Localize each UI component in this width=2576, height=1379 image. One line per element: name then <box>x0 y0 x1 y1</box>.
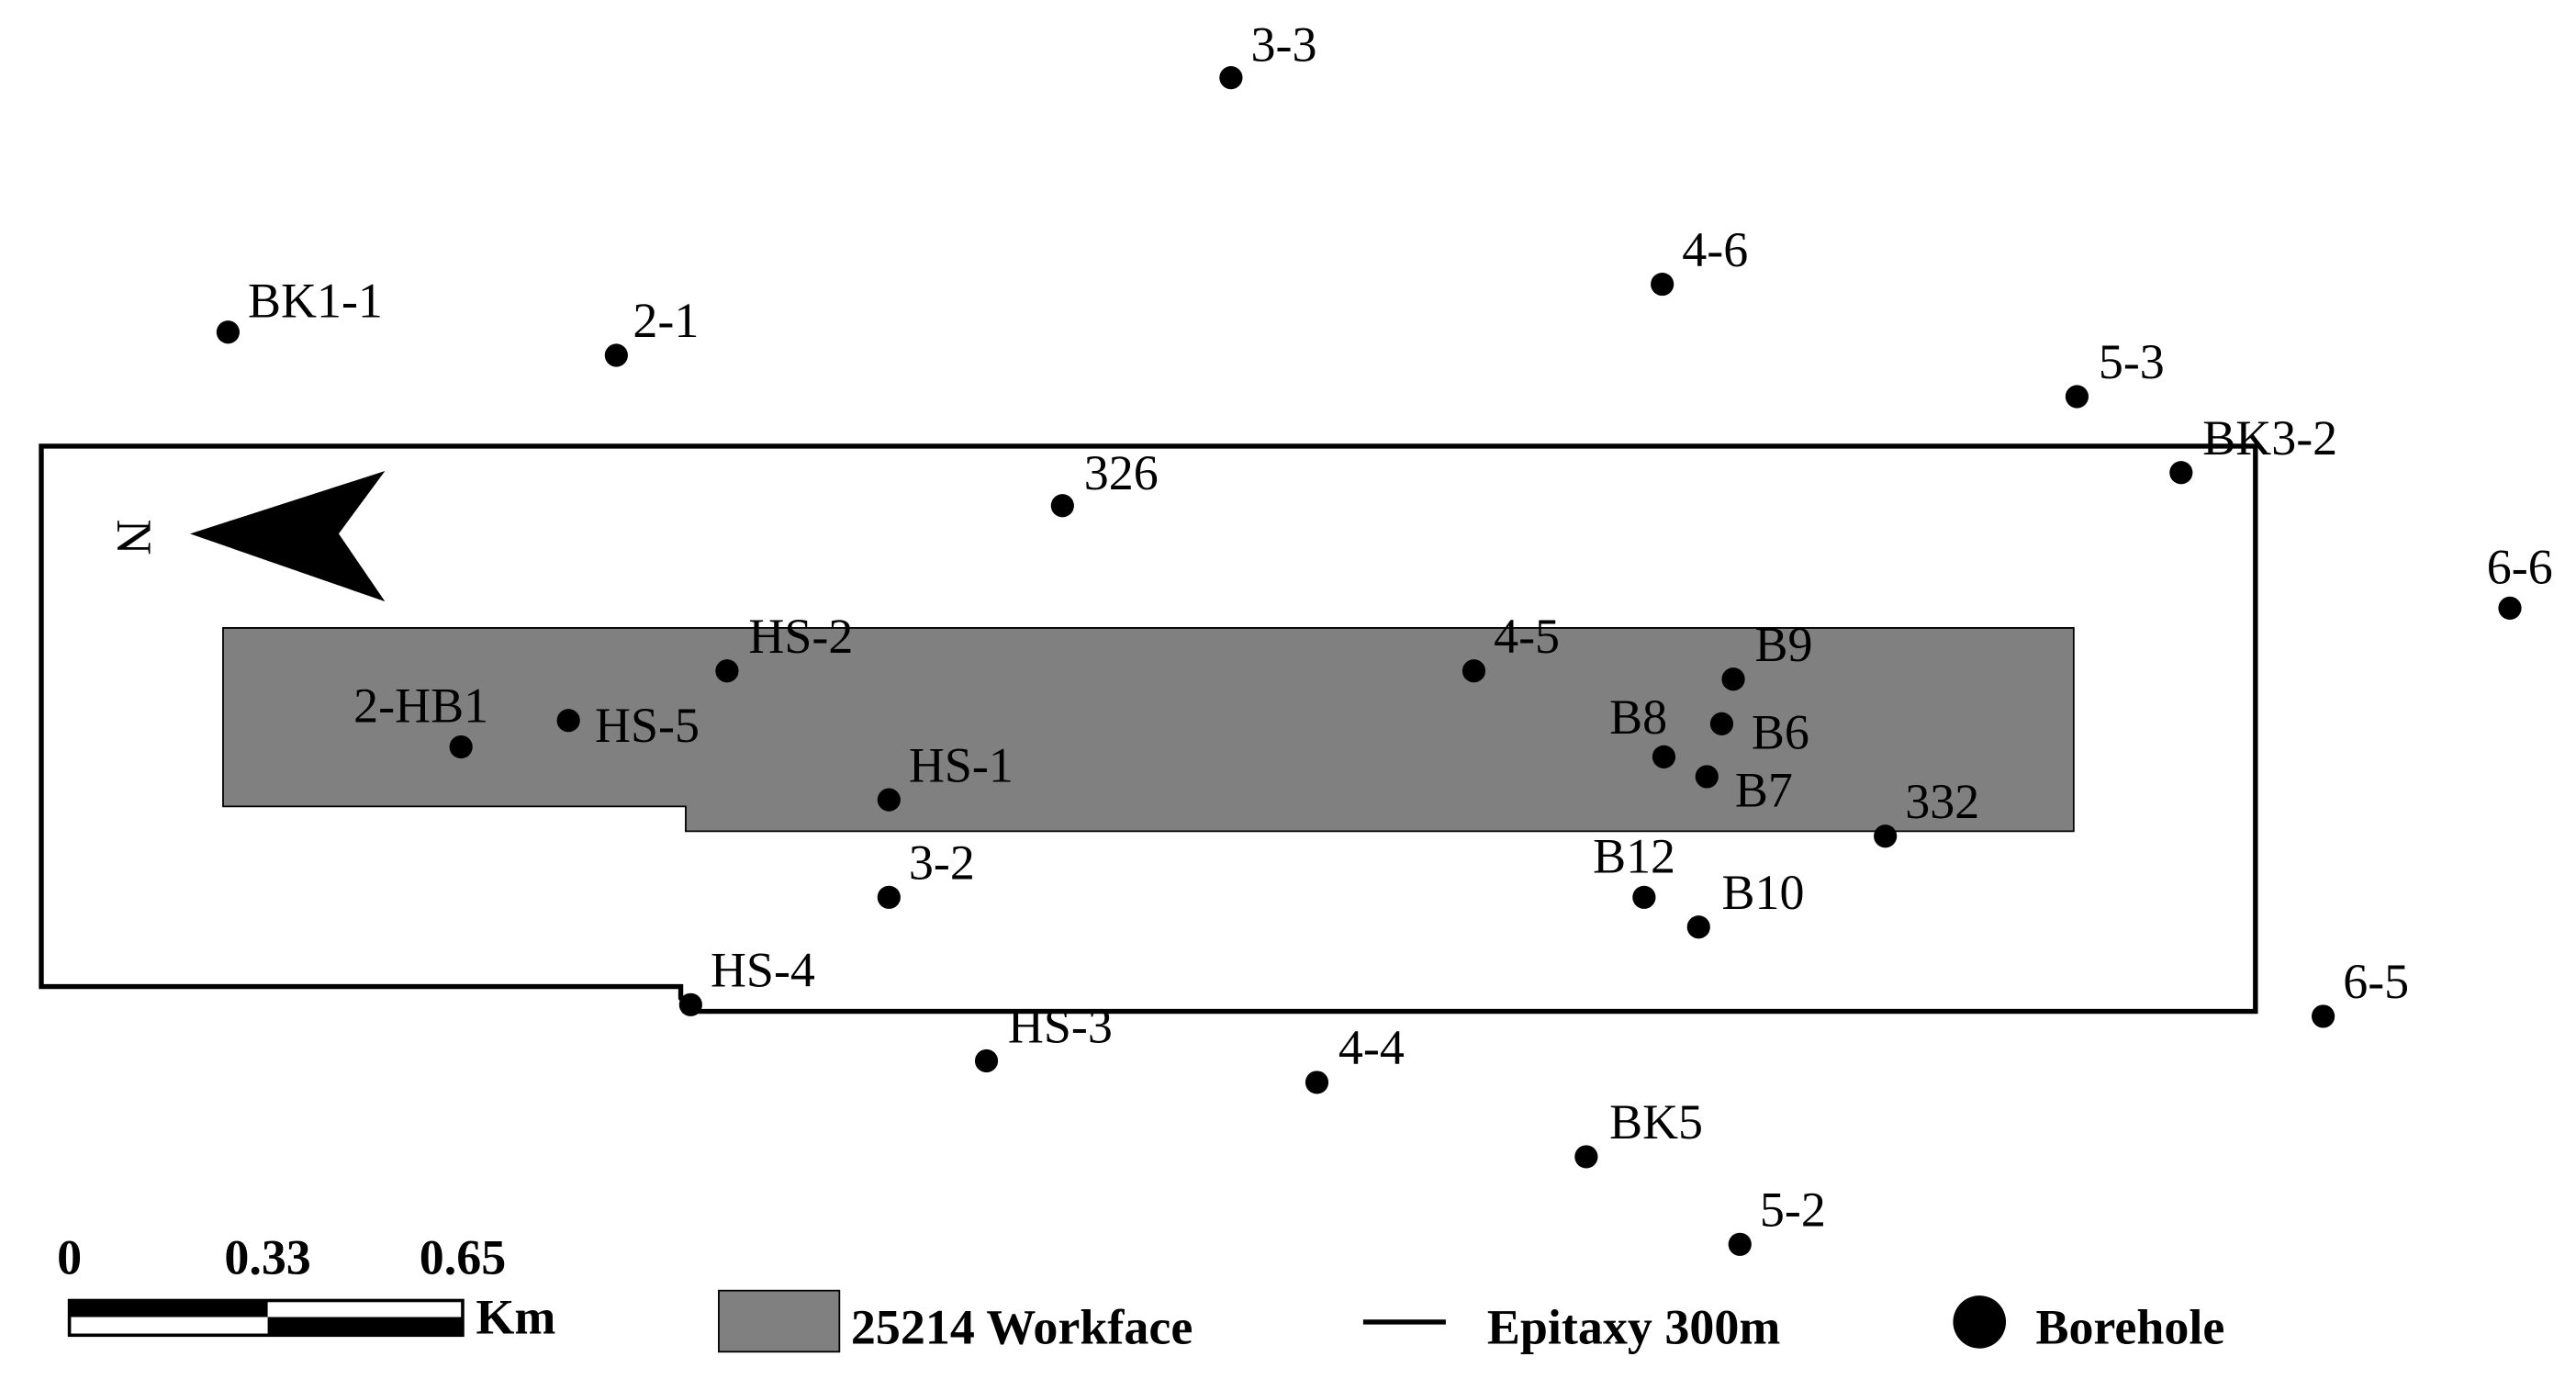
borehole <box>1651 272 1674 297</box>
borehole <box>1686 915 1710 939</box>
borehole <box>1709 712 1734 735</box>
north-label: N <box>106 519 162 555</box>
legend-label: Epitaxy 300m <box>1487 1299 1780 1354</box>
borehole <box>1050 494 1074 518</box>
borehole-label: BK5 <box>1609 1094 1703 1149</box>
scale-segment <box>267 1317 463 1336</box>
borehole <box>1632 885 1656 909</box>
borehole-label: B8 <box>1609 690 1667 745</box>
borehole-label: B7 <box>1735 762 1793 817</box>
borehole-label: 5-3 <box>2099 334 2165 389</box>
legend-label: Borehole <box>2035 1299 2224 1354</box>
borehole <box>1305 1071 1329 1094</box>
borehole <box>1574 1145 1598 1169</box>
borehole-label: BK3-2 <box>2202 410 2337 465</box>
borehole <box>715 659 739 683</box>
borehole-label: BK1-1 <box>248 274 383 329</box>
borehole <box>604 343 628 367</box>
borehole <box>1874 824 1898 848</box>
borehole <box>678 992 702 1016</box>
borehole-label: HS-5 <box>595 698 700 753</box>
borehole-label: HS-4 <box>711 943 815 998</box>
borehole-label: 4-5 <box>1494 609 1560 664</box>
legend-label: 25214 Workface <box>851 1299 1193 1354</box>
legend-borehole-swatch <box>1953 1295 2007 1349</box>
borehole-label: 6-6 <box>2487 539 2553 594</box>
borehole <box>877 885 901 909</box>
scale-label: 0 <box>57 1230 82 1285</box>
borehole-label: 3-3 <box>1251 17 1317 73</box>
borehole <box>449 734 473 759</box>
borehole-label: 2-1 <box>633 293 699 348</box>
borehole <box>556 709 580 733</box>
borehole-label: 4-6 <box>1682 222 1748 277</box>
borehole-label: HS-1 <box>909 737 1014 792</box>
legend: 25214 Workface Epitaxy 300m Borehole <box>718 1289 2224 1354</box>
borehole-label: B6 <box>1752 704 1809 759</box>
borehole-label: 2-HB1 <box>353 678 488 734</box>
borehole-label: HS-2 <box>748 609 853 664</box>
borehole <box>1728 1232 1752 1256</box>
north-arrow <box>189 470 386 602</box>
borehole <box>1721 667 1745 691</box>
scale-label: 0.65 <box>420 1230 506 1285</box>
borehole <box>1219 65 1243 90</box>
borehole <box>974 1048 999 1073</box>
borehole-label: 326 <box>1084 445 1159 500</box>
scale-segment <box>69 1300 268 1317</box>
borehole-label: 6-5 <box>2343 954 2409 1009</box>
borehole <box>2169 461 2193 485</box>
legend-workface-swatch <box>718 1289 841 1353</box>
borehole-label: 3-2 <box>909 835 975 891</box>
workface <box>222 627 2075 833</box>
borehole-label: HS-3 <box>1008 999 1113 1054</box>
borehole <box>1462 659 1486 683</box>
borehole <box>1695 765 1719 789</box>
borehole-label: 332 <box>1905 774 1979 829</box>
boreholes: 3-3 BK1-1 2-1 4-6 5-3 BK3-2 326 6-6 HS-2… <box>216 17 2553 1256</box>
scale-bar: 0 0.33 0.65 Km <box>57 1230 555 1345</box>
borehole-label: B9 <box>1754 617 1812 672</box>
borehole <box>216 320 240 344</box>
borehole <box>2498 596 2522 620</box>
borehole-label: B10 <box>1721 865 1804 920</box>
borehole <box>877 788 901 812</box>
borehole <box>2065 385 2089 409</box>
scale-label: 0.33 <box>224 1230 310 1285</box>
scale-unit: Km <box>476 1290 555 1345</box>
borehole <box>2312 1004 2335 1028</box>
borehole <box>1652 745 1676 768</box>
borehole-label: 5-2 <box>1760 1183 1826 1238</box>
borehole-label: B12 <box>1593 828 1675 883</box>
borehole-label: 4-4 <box>1338 1020 1405 1075</box>
